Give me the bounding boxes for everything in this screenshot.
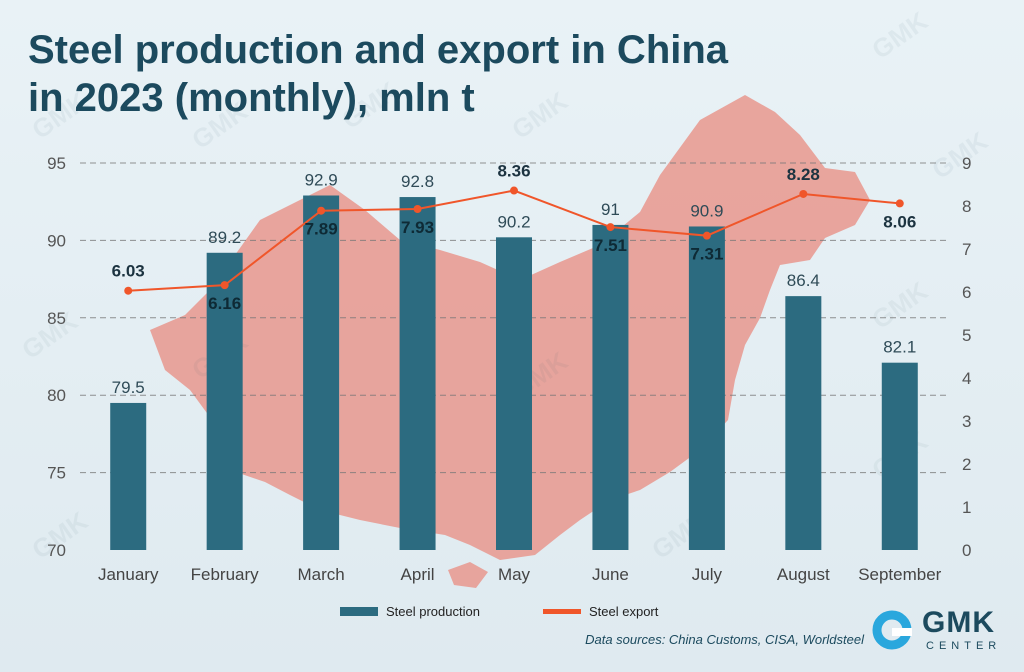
production-value-label: 92.8 [401,172,434,191]
export-point-january [124,286,133,295]
export-point-may [510,186,518,195]
export-value-label: 8.28 [787,165,820,184]
chart-title-line-2: in 2023 (monthly), mln t [28,76,475,120]
y-right-tick-label: 5 [962,326,971,345]
x-tick-label-september: September [858,565,941,584]
production-value-label: 79.5 [112,378,145,397]
production-bar-august [785,296,822,550]
export-point-september [895,199,904,208]
production-bar-february [206,252,243,550]
production-value-label: 92.9 [305,171,338,190]
y-left-tick-label: 95 [47,154,66,173]
export-point-february [220,281,229,290]
gmk-ring-logo-icon [872,610,912,650]
production-bar-may [496,237,532,550]
export-value-label: 7.89 [305,220,338,239]
export-point-march [317,206,326,215]
watermark-text-4: GMK [866,5,933,64]
production-bar-april [399,197,436,550]
watermark-text-1: GMK [186,95,253,154]
x-tick-label-february: February [191,565,260,584]
chart-title-line-1: Steel production and export in China [28,28,729,72]
legend-export-label: Steel export [589,604,659,619]
export-point-april [413,205,422,214]
y-right-tick-label: 0 [962,541,971,560]
export-point-august [799,189,808,198]
production-bar-june [592,224,629,551]
watermark-text-5: GMK [926,125,993,184]
production-value-label: 86.4 [787,271,820,290]
legend-production-label: Steel production [386,604,480,619]
y-right-tick-label: 8 [962,197,971,216]
y-right-tick-label: 2 [962,455,971,474]
export-value-label: 7.31 [690,245,723,264]
y-left-tick-label: 80 [47,386,66,405]
production-bar-july [688,226,725,550]
logo-subtitle: CENTER [926,640,1002,652]
logo-name: GMK [922,606,995,639]
watermark-text-9: GMK [866,275,933,334]
watermark-text-0: GMK [26,85,93,144]
export-value-label: 7.51 [594,236,627,255]
x-tick-label-june: June [592,565,629,584]
y-right-tick-label: 3 [962,412,971,431]
export-value-label: 7.93 [401,218,434,237]
production-bar-september [881,362,918,550]
y-left-tick-label: 70 [47,541,66,560]
production-value-label: 82.1 [883,338,916,357]
export-value-label: 8.36 [497,162,530,181]
x-tick-label-july: July [692,565,723,584]
y-left-tick-label: 75 [47,464,66,483]
y-right-tick-label: 1 [962,498,971,517]
x-tick-label-march: March [297,565,344,584]
export-value-label: 6.03 [112,262,145,281]
export-value-label: 8.06 [883,212,916,231]
y-left-tick-label: 85 [47,309,66,328]
legend-export-swatch [543,609,581,614]
hainan-island-shape [448,562,488,588]
y-right-tick-label: 6 [962,283,971,302]
x-tick-label-may: May [498,565,531,584]
chart-title: Steel production and export in China in … [28,26,728,122]
y-left-tick-label: 90 [47,231,66,250]
x-tick-label-april: April [401,565,435,584]
production-value-label: 90.9 [690,201,723,220]
production-value-label: 90.2 [497,212,530,231]
x-tick-label-august: August [777,565,830,584]
export-value-label: 6.16 [208,294,241,313]
y-right-tick-label: 9 [962,154,971,173]
production-bar-march [303,195,340,550]
y-right-tick-label: 4 [962,369,971,388]
data-source-note: Data sources: China Customs, CISA, World… [585,632,864,647]
y-right-tick-label: 7 [962,240,971,259]
export-point-june [606,223,615,232]
export-point-july [702,231,711,240]
production-bar-january [110,402,147,550]
x-tick-label-january: January [98,565,159,584]
legend-production-swatch [340,607,378,616]
gmk-logo: GMK CENTER [870,604,1010,660]
production-value-label: 89.2 [208,228,241,247]
production-value-label: 91 [601,200,620,219]
watermark-text-2: GMK [336,75,403,134]
watermark-text-3: GMK [506,85,573,144]
